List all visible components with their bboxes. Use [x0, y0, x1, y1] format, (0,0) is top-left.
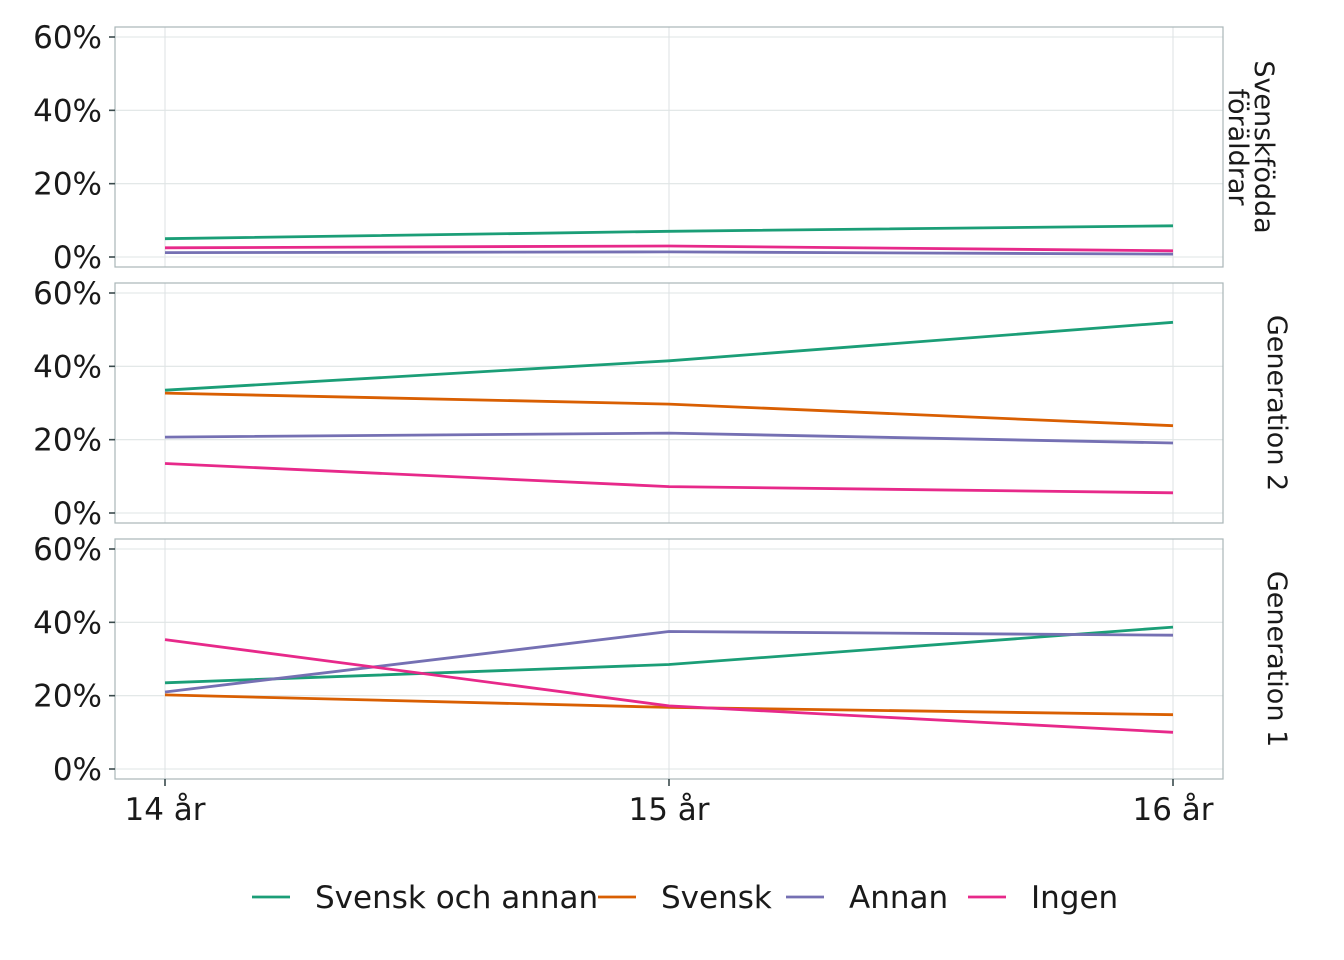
panel-1: 0% 20% 40% 60% Svenskföddaföräldrar [33, 20, 1279, 276]
x-tick-label: 16 år [1132, 792, 1213, 828]
panel-border [114, 26, 1224, 268]
legend-item-svensk: Svensk [598, 880, 772, 916]
facet-label-line: Svenskfödda [1248, 60, 1279, 233]
y-tick-label: 40% [33, 605, 102, 641]
series-line-ingen [164, 638, 1174, 734]
y-tick-label: 0% [53, 752, 102, 788]
facet-label: Generation 2 [1261, 315, 1292, 491]
y-tick-label: 0% [53, 496, 102, 532]
y-tick-label: 40% [33, 93, 102, 129]
panel-border [114, 282, 1224, 524]
legend-item-svensk-och-annan: Svensk och annan [252, 880, 598, 916]
series-line-annan [164, 630, 1174, 694]
series-line-ingen [164, 244, 1174, 253]
series-line-ingen [164, 462, 1174, 495]
facet-label-line: Generation 1 [1261, 571, 1292, 747]
series-line-svensk [164, 391, 1174, 428]
facet-label-line: föräldrar [1222, 88, 1253, 206]
legend-item-annan: Annan [786, 880, 948, 916]
y-tick-label: 60% [33, 20, 102, 56]
series-line-annan [164, 431, 1174, 445]
chart-panels: 0% 20% 40% 60% Svenskföddaföräldrar 0% 20% 40% 6… [33, 20, 1292, 788]
legend: Svensk och annan Svensk Annan Ingen [252, 880, 1118, 916]
y-tick-label: 0% [53, 240, 102, 276]
legend-label: Svensk [661, 880, 772, 916]
series-line-svensk [164, 693, 1174, 717]
facet-label: Svenskföddaföräldrar [1222, 60, 1279, 233]
series-line-svensk-och-annan [164, 625, 1174, 685]
legend-label: Annan [849, 880, 948, 916]
y-tick-label: 20% [33, 679, 102, 715]
panel-2: 0% 20% 40% 60% Generation 2 [33, 276, 1292, 532]
series-line-svensk-och-annan [164, 224, 1174, 241]
y-tick-label: 40% [33, 349, 102, 385]
series-line-svensk-och-annan [164, 320, 1174, 392]
legend-item-ingen: Ingen [968, 880, 1118, 916]
x-tick-label: 15 år [628, 792, 709, 828]
x-tick-label: 14 år [124, 792, 205, 828]
y-tick-label: 60% [33, 276, 102, 312]
y-tick-label: 20% [33, 167, 102, 203]
y-tick-label: 60% [33, 532, 102, 568]
x-axis: 14 år 15 år 16 år [124, 779, 1214, 828]
facet-label: Generation 1 [1261, 571, 1292, 747]
y-tick-label: 20% [33, 423, 102, 459]
legend-label: Ingen [1031, 880, 1118, 916]
legend-label: Svensk och annan [315, 880, 598, 916]
panel-3: 0% 20% 40% 60% Generation 1 [33, 532, 1292, 788]
facet-label-line: Generation 2 [1261, 315, 1292, 491]
series-line-annan [164, 250, 1174, 256]
